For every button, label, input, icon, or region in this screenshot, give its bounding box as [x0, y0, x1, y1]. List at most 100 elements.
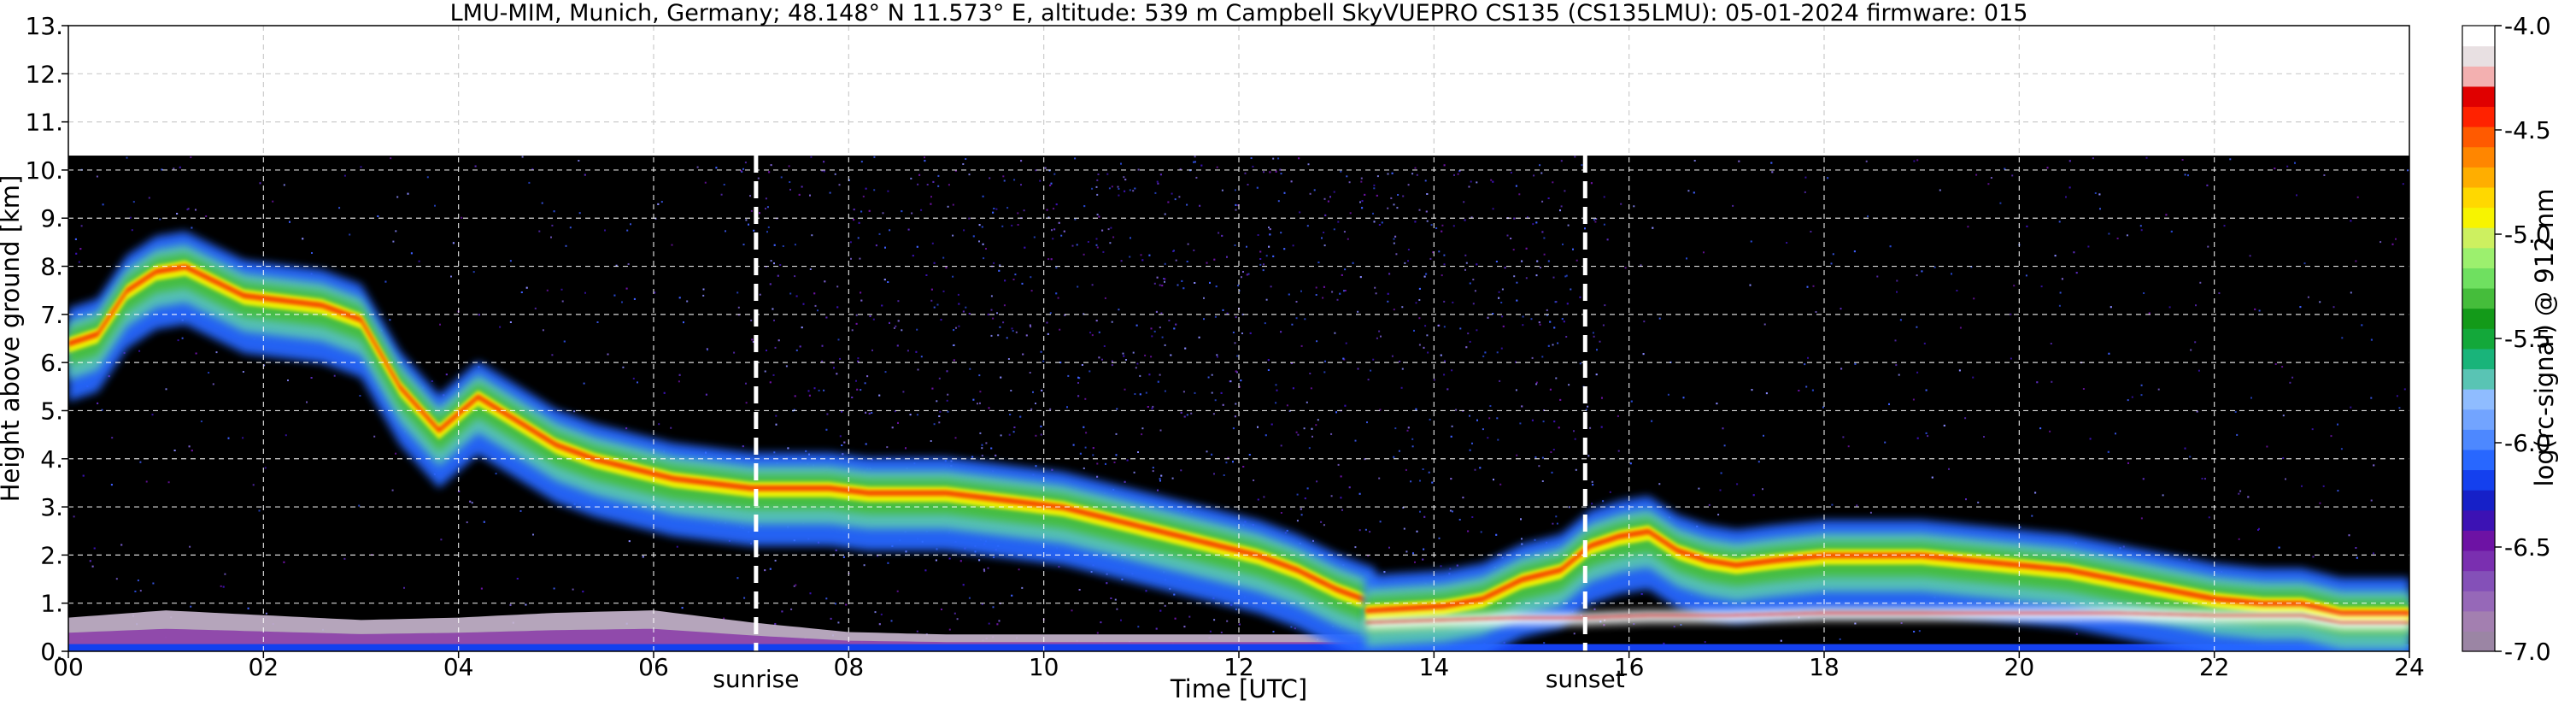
noise-speck [1364, 458, 1366, 461]
noise-speck [1651, 420, 1653, 422]
noise-speck [1323, 524, 1325, 527]
noise-speck [940, 319, 942, 321]
noise-speck [1157, 380, 1159, 383]
colorbar-swatch [2462, 631, 2495, 652]
noise-speck [1807, 356, 1809, 359]
noise-speck [1223, 474, 1225, 476]
noise-speck [1051, 468, 1053, 471]
noise-speck [1088, 370, 1091, 373]
noise-speck [823, 170, 825, 173]
noise-speck [1516, 454, 1518, 456]
noise-speck [1006, 337, 1008, 339]
noise-speck [1780, 639, 1782, 642]
noise-speck [2198, 369, 2200, 372]
noise-speck [1555, 515, 1558, 518]
noise-speck [1235, 209, 1237, 211]
noise-speck [1308, 447, 1311, 450]
noise-speck [1916, 437, 1919, 439]
noise-speck [1469, 449, 1471, 451]
noise-speck [560, 288, 563, 291]
noise-speck [1159, 479, 1161, 482]
noise-speck [359, 395, 361, 397]
noise-speck [1021, 586, 1024, 589]
noise-speck [2025, 274, 2027, 277]
noise-speck [759, 293, 761, 296]
noise-speck [1763, 434, 1764, 437]
noise-speck [920, 356, 923, 358]
noise-speck [79, 248, 82, 250]
noise-speck [1311, 427, 1313, 430]
noise-speck [933, 423, 936, 426]
noise-speck [1214, 315, 1217, 318]
noise-speck [1414, 561, 1416, 563]
noise-speck [1495, 261, 1498, 262]
noise-speck [2398, 407, 2401, 409]
noise-speck [930, 299, 933, 302]
noise-speck [948, 557, 951, 560]
noise-speck [1587, 405, 1589, 408]
noise-speck [1521, 260, 1523, 262]
noise-speck [1105, 462, 1106, 465]
noise-speck [1923, 342, 1926, 344]
noise-speck [1752, 494, 1755, 497]
noise-speck [625, 427, 628, 430]
noise-speck [1381, 221, 1383, 224]
noise-speck [407, 192, 409, 195]
noise-speck [1372, 212, 1374, 215]
noise-speck [1426, 220, 1429, 222]
noise-speck [958, 303, 960, 305]
noise-speck [1553, 421, 1556, 423]
noise-speck [2348, 534, 2350, 537]
noise-speck [1171, 477, 1174, 479]
noise-speck [151, 414, 154, 416]
noise-speck [1115, 432, 1118, 435]
noise-speck [1956, 290, 1958, 291]
noise-speck [302, 238, 304, 240]
noise-speck [215, 351, 218, 354]
noise-speck [1617, 450, 1620, 452]
noise-speck [2127, 462, 2129, 464]
noise-speck [1209, 281, 1211, 284]
noise-speck [1076, 244, 1078, 246]
noise-speck [2229, 158, 2232, 161]
noise-speck [525, 286, 528, 289]
noise-speck [1340, 170, 1342, 173]
noise-speck [1609, 491, 1611, 493]
noise-speck [1604, 304, 1606, 307]
noise-speck [1241, 313, 1244, 315]
noise-speck [1041, 389, 1043, 391]
noise-speck [1390, 197, 1393, 199]
noise-speck [111, 437, 114, 439]
noise-speck [1164, 344, 1166, 346]
noise-speck [938, 415, 941, 417]
noise-speck [1927, 435, 1929, 438]
noise-speck [101, 409, 103, 411]
noise-speck [1426, 334, 1429, 337]
noise-speck [343, 174, 346, 177]
noise-speck [227, 437, 230, 439]
noise-speck [1246, 274, 1248, 276]
noise-speck [1164, 278, 1166, 280]
noise-speck [823, 161, 825, 163]
noise-speck [1240, 379, 1242, 382]
noise-speck [794, 275, 796, 278]
noise-speck [2087, 245, 2090, 248]
noise-speck [1159, 327, 1161, 329]
noise-speck [1574, 156, 1576, 158]
noise-speck [1118, 194, 1120, 197]
noise-speck [1516, 299, 1518, 302]
noise-speck [1663, 642, 1665, 644]
noise-speck [1388, 273, 1391, 275]
noise-speck [663, 391, 666, 394]
noise-speck [953, 344, 955, 346]
noise-speck [259, 182, 261, 185]
noise-speck [1541, 231, 1544, 233]
noise-speck [1323, 285, 1325, 288]
noise-speck [968, 313, 971, 315]
colorbar-swatch [2462, 66, 2495, 87]
noise-speck [2258, 527, 2260, 530]
noise-speck [1419, 510, 1421, 513]
noise-speck [937, 174, 940, 177]
noise-speck [2208, 516, 2210, 519]
noise-speck [551, 224, 554, 227]
